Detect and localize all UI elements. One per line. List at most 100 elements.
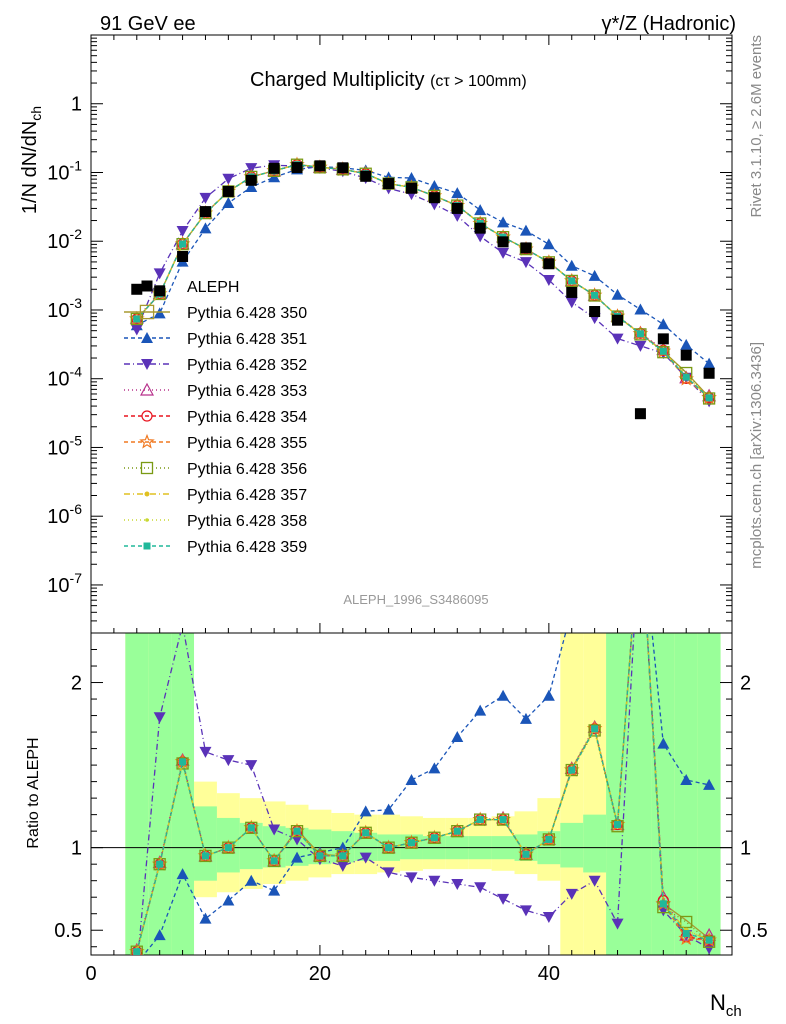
data-point [154,285,166,297]
series-7-ratio-point [359,826,372,839]
series-10-ratio-point [591,725,599,733]
series-3-point [542,275,555,287]
series-2-point [222,196,235,208]
y-tick-label: 10-1 [47,157,82,184]
x-axis-title-sub: ch [726,1003,742,1020]
series-2-point [588,269,601,281]
data-point [199,206,211,218]
series-2-ratio-point [589,511,601,522]
series-3-ratio-point [703,943,716,955]
data-point [520,242,532,254]
y-tick-label-base: 10 [47,231,69,253]
data-point [634,408,646,420]
band-green-bin [674,633,698,955]
band-green-bin [606,633,629,955]
series-2-point [634,303,647,315]
x-tick-label: 20 [309,963,331,985]
series-7-ratio-point [588,724,601,737]
data-point [245,174,257,186]
data-point [222,185,234,197]
series-3-ratio-point [245,760,258,772]
series-10-ratio-point [201,852,209,860]
series-3-ratio-point [542,912,555,924]
series-2-ratio-point [176,868,189,880]
series-10-ratio-point [293,827,301,835]
x-tick-label: 0 [85,963,96,985]
legend-marker-series-1 [139,304,155,320]
series-10-ratio-line [136,633,710,952]
series-3-ratio-point [153,712,166,724]
x-axis-title-main: N [710,990,726,1015]
series-3-ratio-point [359,852,372,864]
series-3-point [245,163,258,175]
series-10-ratio-point [453,827,461,835]
series-2-ratio-point [566,604,578,615]
series-2-ratio-point [405,773,418,785]
y-tick-label-exp: -2 [70,226,83,242]
series-2-ratio-point [153,929,166,941]
chart-title-main: Charged Multiplicity [250,69,425,91]
band-green-bin [125,633,149,955]
series-7-ratio-point [336,849,349,863]
series-2-point [542,238,555,250]
series-7-ratio-point [199,849,212,863]
series-3-ratio-point [268,824,281,836]
series-7-point [588,289,601,302]
series-10-ratio-point [568,766,576,774]
band-green-bin [651,633,675,955]
data-point [589,306,601,318]
series-2-ratio-point [382,803,395,815]
series-2-point [703,357,716,369]
legend-marker-series-2 [141,332,153,343]
legend-marker-series-5 [141,410,153,422]
series-3-ratio-point [131,965,143,976]
data-point [383,178,395,190]
series-10-ratio-point [385,844,393,852]
main-series [129,156,717,420]
chart-title: Charged Multiplicity (cτ > 100mm) [250,69,527,91]
series-10-point [636,330,644,338]
series-7-ratio-point [565,763,578,777]
series-2-ratio-point [634,511,646,522]
series-2-ratio-point [519,712,532,724]
series-10-ratio-point [637,514,644,521]
series-7-ratio-point [222,841,235,854]
series-3-ratio-point [382,867,395,879]
series-2-ratio-point [359,805,372,817]
series-10-ratio-point [522,850,530,858]
series-2-ratio-point [222,894,235,906]
ratio-tick-label-right: 2 [740,673,751,695]
series-2-point [497,216,510,228]
series-10-point [659,347,667,355]
series-10-ratio-point [682,930,690,938]
series-7-point [565,274,578,288]
chart-title-suffix: (cτ > 100mm) [430,73,527,90]
x-tick-label: 40 [538,963,560,985]
series-7-ratio-point [245,821,258,835]
band-green-bin [583,814,607,873]
y-tick-label-base: 10 [47,300,69,322]
series-2-point [565,259,578,271]
y-tick-label: 10-4 [47,364,82,391]
data-point [177,250,189,262]
series-2-point [451,187,464,199]
data-point [291,162,303,174]
series-2-ratio-point [268,884,281,896]
series-2-ratio-point [245,874,258,886]
legend-marker-data [141,280,153,292]
series-7-ratio-point [635,512,646,523]
series-7-ratio-point [382,841,395,854]
data-point [474,222,486,234]
data-point [566,286,578,298]
series-10-ratio-point [614,821,622,829]
legend-marker-series-3 [141,359,153,370]
series-2-point [245,180,258,192]
series-2-ratio-point [291,851,304,863]
legend-marker-series-9 [145,518,149,522]
band-green-bin [697,633,721,955]
legend-label-series-4: Pythia 6.428 353 [187,383,307,400]
legend-marker-series-4 [139,382,155,396]
series-2-ratio-point [474,704,487,716]
legend-label-data: ALEPH [187,279,239,296]
legend-marker-series-6 [139,433,155,449]
